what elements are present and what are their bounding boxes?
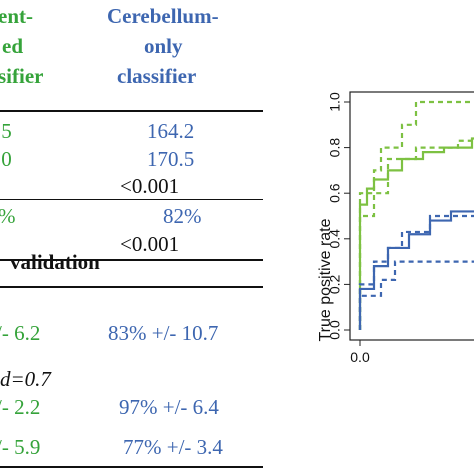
plot-frame [349,91,474,341]
subsection-label: d=0.7 [0,367,51,391]
y-tick-label: 0.0 [327,320,343,340]
col2-header-line3: classifier [117,64,197,88]
row3-pvalue: <0.001 [120,174,180,198]
row1-col1: .5 [0,119,12,143]
row5-pvalue: <0.001 [120,232,180,256]
sub1-col2: 97% +/- 6.4 [119,395,219,419]
bottom-rule [0,466,263,468]
section-rule [0,286,263,288]
row1-col2: 164.2 [147,119,195,143]
y-tick-label: 0.8 [327,138,343,158]
row4-col1: % [0,206,16,227]
col2-header-line2: only [144,34,183,58]
row4-col2: 82% [163,204,202,228]
col1-header-line3: sifier [0,64,44,88]
header-rule [0,110,263,112]
col1-header-line1: ent- [0,4,33,28]
col2-header-line1: Cerebellum- [107,4,219,28]
sub1-col1: /- 2.2 [0,395,41,419]
validation-col1: /- 6.2 [0,321,41,345]
y-tick-label: 1.0 [327,92,343,112]
sub2-col2: 77% +/- 3.4 [123,435,223,459]
row3-rule [0,199,263,200]
row5-rule [0,259,263,261]
row2-col1: .0 [0,147,12,171]
roc-curve-1 [358,137,474,330]
roc-chart: 0.00.20.40.60.81.00.00.2 True positive r… [317,91,474,365]
sub2-col1: /- 5.9 [0,435,41,459]
roc-curve-4 [358,210,474,330]
section-heading: validation [10,250,100,274]
y-tick-label: 0.4 [327,229,343,249]
x-tick-label: 0.0 [350,349,370,365]
roc-curve-5 [358,214,474,330]
roc-curve-2 [358,100,474,330]
row2-col2: 170.5 [147,147,195,171]
y-tick-label: 0.2 [327,274,343,294]
y-tick-label: 0.6 [327,183,343,203]
roc-curve-3 [358,139,474,330]
y-axis-label: True positive rate [317,218,334,341]
validation-col2: 83% +/- 10.7 [108,321,219,345]
roc-curve-6 [358,260,474,330]
col1-header-line2: ed [2,34,23,58]
